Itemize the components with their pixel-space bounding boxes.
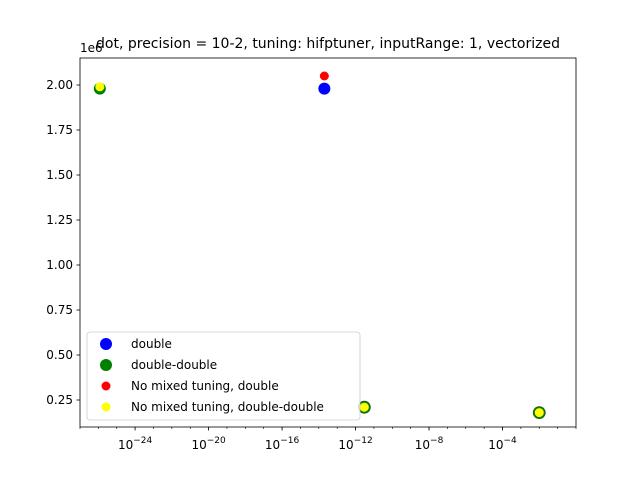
y-tick-label: 1.50 <box>46 168 73 182</box>
y-tick-label: 2.00 <box>46 78 73 92</box>
legend: double double-double No mixed tuning, doub… <box>86 331 361 421</box>
x-tick-label: 10−16 <box>265 436 300 452</box>
legend-label: No mixed tuning, double <box>131 379 279 393</box>
y-offset-label: 1e6 <box>80 41 103 55</box>
x-tick-label: 10−12 <box>338 436 372 452</box>
legend-label: double <box>131 337 172 351</box>
x-tick-base: 10 <box>265 438 280 452</box>
data-point-no-mixed-tuning-double <box>319 71 329 81</box>
data-point-no-mixed-tuning-double-double <box>95 82 105 92</box>
x-tick-exponent: −12 <box>354 436 373 446</box>
x-tick-exponent: −24 <box>133 436 152 446</box>
x-tick-base: 10 <box>191 438 206 452</box>
x-tick-exponent: −20 <box>207 436 226 446</box>
y-tick-label: 0.50 <box>46 348 73 362</box>
x-tick-label: 10−24 <box>118 436 153 452</box>
data-point-no-mixed-tuning-double-double <box>534 408 544 418</box>
y-tick-label: 1.00 <box>46 258 73 272</box>
y-tick-label: 0.25 <box>46 393 73 407</box>
legend-label: No mixed tuning, double-double <box>131 400 324 414</box>
x-tick-base: 10 <box>338 438 353 452</box>
legend-marker <box>100 359 112 371</box>
legend-marker <box>101 402 111 412</box>
plot-frame <box>79 57 577 428</box>
x-tick-label: 10−20 <box>191 436 226 452</box>
x-tick-exponent: −16 <box>280 436 299 446</box>
x-tick-base: 10 <box>415 438 430 452</box>
data-point-no-mixed-tuning-double-double <box>359 402 369 412</box>
x-tick-exponent: −4 <box>504 436 518 446</box>
x-tick-label: 10−4 <box>488 436 517 452</box>
legend-marker <box>101 381 111 391</box>
x-tick-exponent: −8 <box>430 436 444 446</box>
legend-marker <box>100 338 112 350</box>
legend-label: double-double <box>131 358 217 372</box>
x-tick-label: 10−8 <box>415 436 444 452</box>
data-point-double <box>318 82 331 95</box>
x-tick-base: 10 <box>488 438 503 452</box>
x-axis: 10−24 10−20 10−16 10−12 10−8 10−4 <box>79 427 577 452</box>
chart-title: dot, precision = 10-2, tuning: hifptuner… <box>96 36 560 52</box>
y-tick-label: 0.75 <box>46 303 73 317</box>
data-markers <box>93 71 546 420</box>
x-tick-base: 10 <box>118 438 133 452</box>
y-tick-label: 1.25 <box>46 213 73 227</box>
y-axis: 0.25 0.50 0.75 1.00 1.25 1.50 1.75 2.00 <box>46 78 80 407</box>
legend-box <box>86 331 361 421</box>
y-tick-label: 1.75 <box>46 123 73 137</box>
